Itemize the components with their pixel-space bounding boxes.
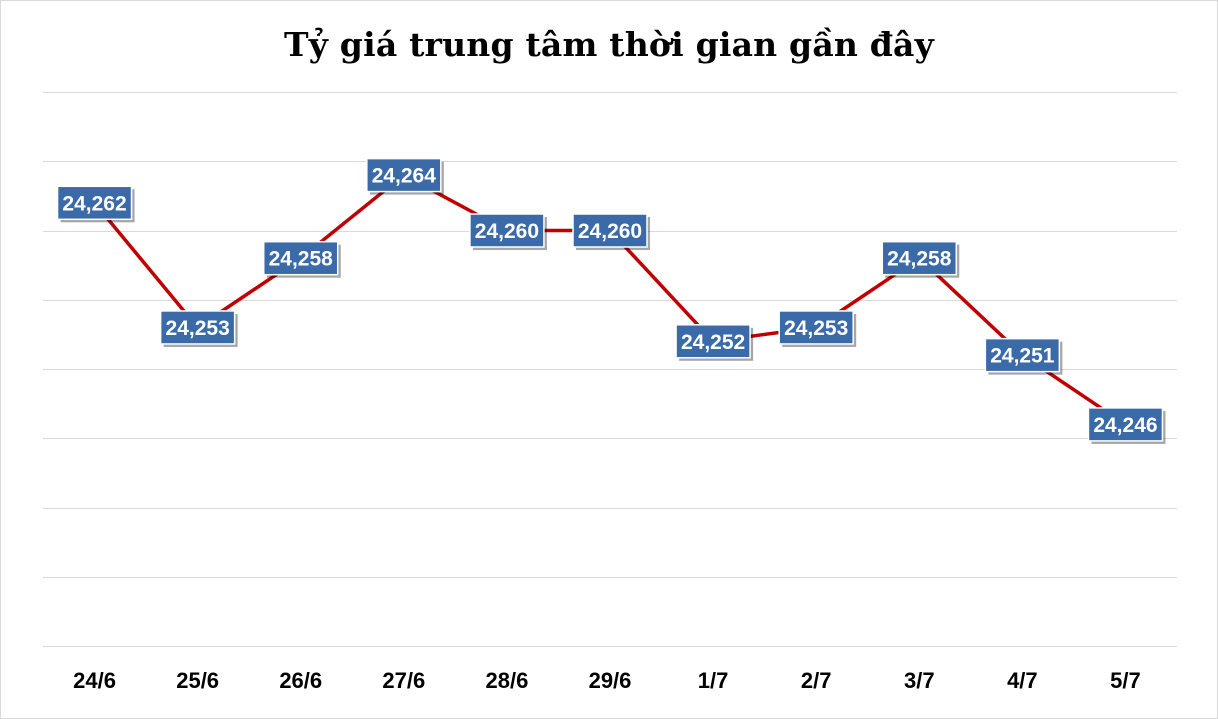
data-label-box: [159, 310, 236, 345]
x-tick-label: 26/6: [279, 668, 322, 693]
data-label: 24,260: [572, 213, 650, 250]
x-tick-label: 3/7: [904, 668, 935, 693]
data-label-text: 24,246: [1093, 414, 1157, 437]
data-label-text: 24,258: [887, 248, 952, 271]
data-label-box: [469, 213, 545, 248]
data-label-text: 24,251: [990, 345, 1055, 368]
data-label: 24,253: [159, 310, 238, 347]
gridlines: [43, 92, 1177, 647]
data-label: 24,262: [56, 185, 135, 223]
data-label: 24,258: [262, 240, 341, 278]
data-label-box: [1087, 407, 1164, 442]
data-label-box: [262, 240, 339, 276]
data-label: 24,246: [1087, 407, 1166, 444]
x-tick-label: 27/6: [382, 668, 425, 693]
x-tick-label: 4/7: [1007, 668, 1038, 693]
x-tick-label: 5/7: [1110, 668, 1141, 693]
data-label-box: [572, 213, 648, 248]
x-tick-label: 28/6: [485, 668, 528, 693]
data-label-text: 24,253: [166, 317, 230, 340]
data-label-text: 24,260: [475, 220, 539, 243]
data-label-box: [778, 310, 854, 345]
x-tick-label: 29/6: [589, 668, 632, 693]
data-label-box: [675, 324, 751, 359]
data-labels: 24,262 24,253 24,258 24,264 24,260 24,260 24,2…: [56, 157, 1166, 444]
data-label: 24,258: [881, 240, 960, 278]
data-label-text: 24,252: [681, 331, 745, 354]
data-label: 24,253: [778, 310, 857, 347]
data-label-text: 24,253: [784, 317, 848, 340]
data-label: 24,260: [469, 213, 547, 250]
x-tick-label: 2/7: [801, 668, 832, 693]
data-label-text: 24,262: [62, 192, 126, 215]
series-line-layer: [93, 173, 1127, 426]
x-tick-label: 25/6: [176, 668, 219, 693]
chart-title: Tỷ giá trung tâm thời gian gần đây: [283, 25, 935, 64]
data-label: 24,252: [675, 324, 754, 361]
data-label-text: 24,260: [578, 220, 642, 243]
data-label-text: 24,258: [269, 248, 334, 271]
x-tick-label: 24/6: [73, 668, 116, 693]
data-label-box: [56, 185, 133, 221]
series-line: [93, 173, 1127, 426]
data-label-box: [366, 157, 442, 193]
data-label: 24,264: [366, 157, 444, 195]
data-label-box: [984, 337, 1061, 373]
data-label-box: [881, 240, 958, 276]
data-label-text: 24,264: [372, 165, 437, 188]
data-label: 24,251: [984, 337, 1063, 375]
x-axis-tick-labels: 24/6 25/6 26/6 27/6 28/6 29/6 1/7 2/7 3/7 4/7 5/7: [73, 668, 1141, 693]
x-tick-label: 1/7: [698, 668, 729, 693]
